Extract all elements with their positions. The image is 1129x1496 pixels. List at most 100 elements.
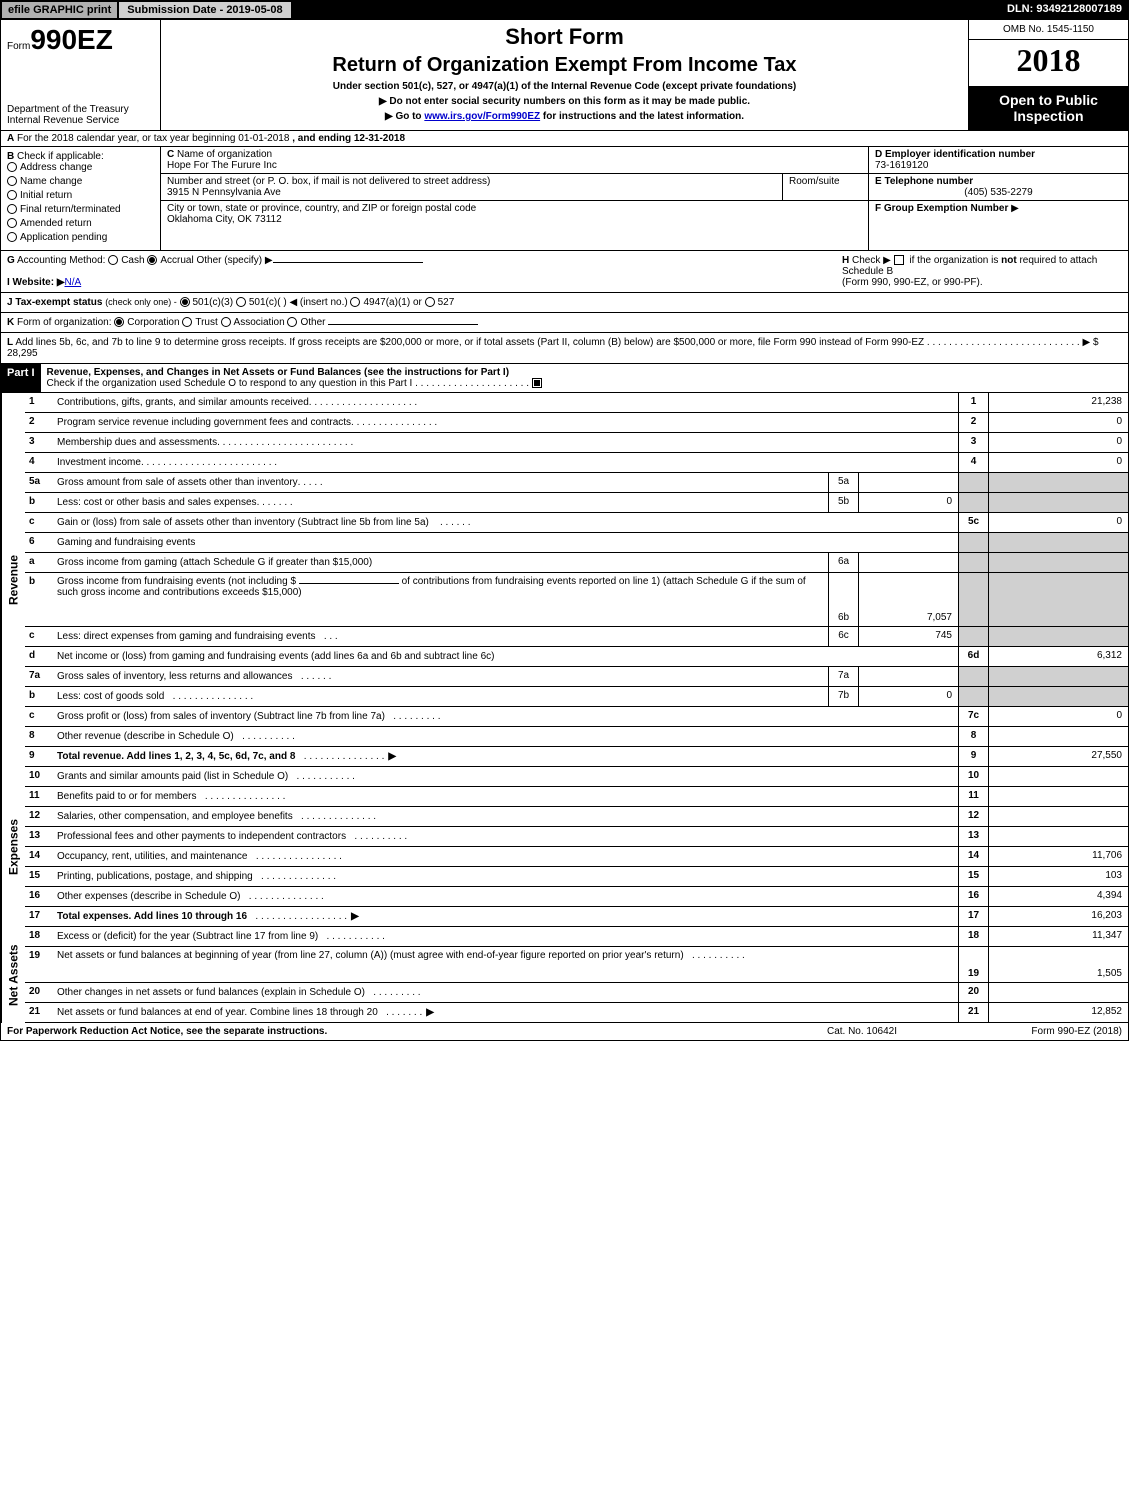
527-radio[interactable] (425, 297, 435, 307)
h-not: not (1001, 255, 1017, 266)
line-17-rnum: 17 (958, 907, 988, 926)
line-17-desc: Total expenses. Add lines 10 through 16 … (53, 907, 958, 926)
line-6a-mval (858, 553, 958, 572)
line-4: 4 Investment income . . . . . . . . . . … (25, 453, 1128, 473)
final-return-label: Final return/terminated (20, 204, 121, 215)
line-21-rval: 12,852 (988, 1003, 1128, 1022)
line-1: 1 Contributions, gifts, grants, and simi… (25, 393, 1128, 413)
line-5b-num: b (25, 493, 53, 512)
final-return-checkbox[interactable]: Final return/terminated (7, 204, 154, 215)
irs-label: Internal Revenue Service (7, 115, 154, 126)
line-5b-rvalshade (988, 493, 1128, 512)
line-17-num: 17 (25, 907, 53, 926)
line-12-rval (988, 807, 1128, 826)
label-c: C (167, 149, 174, 160)
line-7a-mval (858, 667, 958, 686)
dept-treasury: Department of the Treasury (7, 104, 154, 115)
amended-checkbox[interactable]: Amended return (7, 218, 154, 229)
app-pending-label: Application pending (20, 232, 107, 243)
tax-year: 2018 (969, 40, 1128, 81)
line-6c-mnum: 6c (828, 627, 858, 646)
line-16: 16 Other expenses (describe in Schedule … (25, 887, 1128, 907)
line-21-rnum: 21 (958, 1003, 988, 1022)
line-7b-desc: Less: cost of goods sold . . . . . . . .… (53, 687, 828, 706)
line-6a: a Gross income from gaming (attach Sched… (25, 553, 1128, 573)
line-19-rval: 1,505 (988, 947, 1128, 982)
irs-link[interactable]: www.irs.gov/Form990EZ (424, 111, 540, 122)
goto-note: ▶ Go to www.irs.gov/Form990EZ for instru… (171, 111, 958, 122)
initial-return-checkbox[interactable]: Initial return (7, 190, 154, 201)
line-5c-rval: 0 (988, 513, 1128, 532)
line-6a-desc: Gross income from gaming (attach Schedul… (53, 553, 828, 572)
line-21-desc: Net assets or fund balances at end of ye… (53, 1003, 958, 1022)
line-18-rnum: 18 (958, 927, 988, 946)
name-change-checkbox[interactable]: Name change (7, 176, 154, 187)
row-j: J Tax-exempt status (check only one) - 5… (0, 293, 1129, 313)
line-12: 12 Salaries, other compensation, and emp… (25, 807, 1128, 827)
open-public-line2: Inspection (971, 108, 1126, 124)
other-org-field[interactable] (328, 324, 478, 325)
line-6c-num: c (25, 627, 53, 646)
room-label: Room/suite (789, 176, 840, 187)
line-4-num: 4 (25, 453, 53, 472)
line-7a-desc: Gross sales of inventory, less returns a… (53, 667, 828, 686)
col-b-checkboxes: B Check if applicable: Address change Na… (1, 147, 161, 250)
line-2-rval: 0 (988, 413, 1128, 432)
line-7a-rvalshade (988, 667, 1128, 686)
line-6b-blank[interactable] (299, 583, 399, 584)
trust-radio[interactable] (182, 317, 192, 327)
line-6d-rval: 6,312 (988, 647, 1128, 666)
line-6b-mval: 7,057 (858, 573, 958, 626)
corp-radio[interactable] (114, 317, 124, 327)
topbar-spacer (292, 1, 1001, 19)
line-5c-num: c (25, 513, 53, 532)
501c-radio[interactable] (236, 297, 246, 307)
website-link[interactable]: N/A (65, 277, 82, 288)
other-org-radio[interactable] (287, 317, 297, 327)
part1-schedule-o-checkbox[interactable] (532, 378, 542, 388)
line-5a-desc: Gross amount from sale of assets other t… (53, 473, 828, 492)
line-17-rval: 16,203 (988, 907, 1128, 926)
row-k: K Form of organization: Corporation Trus… (0, 313, 1129, 333)
line-6-desc: Gaming and fundraising events (53, 533, 958, 552)
insert-no-label: ◀ (insert no.) (289, 297, 347, 308)
line-12-rnum: 12 (958, 807, 988, 826)
line-9-desc: Total revenue. Add lines 1, 2, 3, 4, 5c,… (53, 747, 958, 766)
app-pending-checkbox[interactable]: Application pending (7, 232, 154, 243)
line-16-num: 16 (25, 887, 53, 906)
line-5b-desc: Less: cost or other basis and sales expe… (53, 493, 828, 512)
ein-value: 73-1619120 (875, 160, 928, 171)
trust-label: Trust (195, 317, 217, 328)
line-11-rval (988, 787, 1128, 806)
line-4-rval: 0 (988, 453, 1128, 472)
initial-return-label: Initial return (20, 190, 72, 201)
other-specify-field[interactable] (273, 262, 423, 263)
addr-change-checkbox[interactable]: Address change (7, 162, 154, 173)
label-g: G (7, 255, 15, 266)
dln-label: DLN: 93492128007189 (1001, 1, 1128, 19)
under-section: Under section 501(c), 527, or 4947(a)(1)… (171, 81, 958, 92)
label-e: E Telephone number (875, 176, 973, 187)
org-name-label: Name of organization (177, 149, 272, 160)
addr-change-label: Address change (20, 162, 92, 173)
line-6-rshade (958, 533, 988, 552)
501c3-radio[interactable] (180, 297, 190, 307)
form-ref: Form 990-EZ (2018) (962, 1026, 1122, 1037)
h-checkbox[interactable] (894, 255, 904, 265)
line-20-rval (988, 983, 1128, 1002)
part1-label: Part I (1, 364, 41, 392)
cash-radio[interactable] (108, 255, 118, 265)
line-6a-rvalshade (988, 553, 1128, 572)
line-14-rnum: 14 (958, 847, 988, 866)
line-7c-desc: Gross profit or (loss) from sales of inv… (53, 707, 958, 726)
phone-value: (405) 535-2279 (875, 187, 1122, 198)
assoc-radio[interactable] (221, 317, 231, 327)
line-20-desc: Other changes in net assets or fund bala… (53, 983, 958, 1002)
label-l: L (7, 337, 13, 348)
4947-radio[interactable] (350, 297, 360, 307)
label-k: K (7, 317, 14, 328)
line-11-num: 11 (25, 787, 53, 806)
accrual-radio[interactable] (147, 255, 157, 265)
j-suffix: (check only one) - (105, 297, 177, 307)
efile-print-button[interactable]: efile GRAPHIC print (1, 1, 118, 19)
